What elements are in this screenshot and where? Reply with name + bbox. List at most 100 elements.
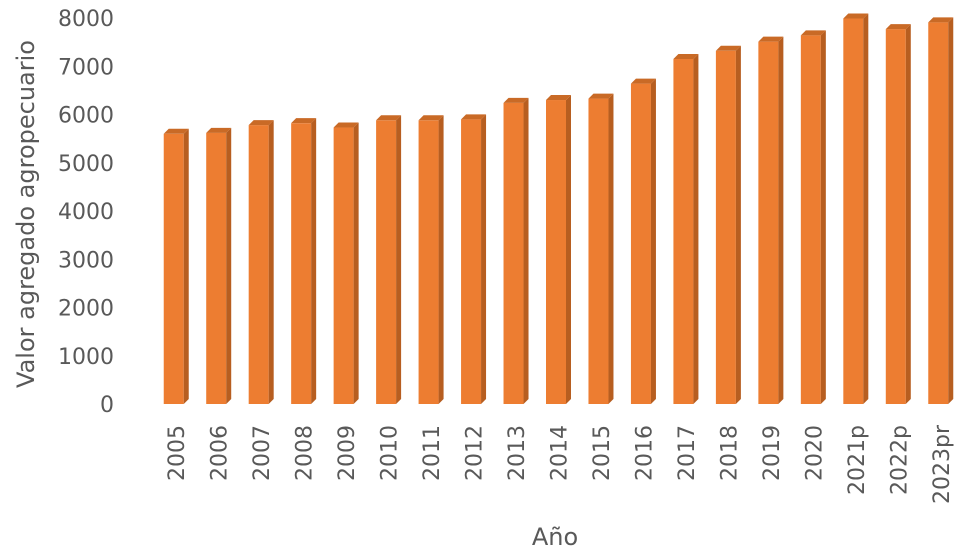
bar-top: [206, 127, 232, 133]
bar-front: [715, 50, 736, 405]
bar-side: [311, 118, 317, 404]
y-tick-label: 5000: [58, 152, 114, 177]
bar-top: [800, 30, 826, 36]
y-tick-label: 1000: [58, 345, 114, 370]
x-tick-label: 2020: [802, 425, 827, 481]
x-tick-label: 2022p: [887, 425, 912, 495]
bar: [928, 17, 954, 405]
bar: [163, 128, 189, 405]
bar: [503, 97, 529, 405]
bar: [800, 30, 826, 405]
bar-front: [291, 123, 312, 404]
y-tick-label: 6000: [58, 104, 114, 129]
bar-top: [248, 120, 274, 126]
x-tick-label: 2010: [378, 425, 403, 481]
bar-front: [248, 125, 269, 405]
bar-front: [758, 41, 779, 405]
bar-side: [353, 122, 359, 404]
bar-top: [461, 114, 487, 120]
bar-side: [693, 54, 699, 404]
x-tick-label: 2014: [548, 425, 573, 481]
y-tick-label: 4000: [58, 200, 114, 225]
x-axis-title: Año: [532, 523, 578, 550]
y-axis-ticks: 0 1000 2000 3000 4000 5000 6000 7000 8000: [58, 7, 114, 418]
bar-top: [715, 45, 741, 51]
bar-top: [333, 122, 359, 128]
bar-side: [948, 17, 954, 405]
bar-top: [418, 115, 444, 121]
x-tick-label: 2015: [590, 425, 615, 481]
bar: [248, 120, 274, 405]
y-tick-label: 2000: [58, 297, 114, 322]
bar-top: [163, 128, 189, 134]
bar: [673, 54, 699, 404]
bar-top: [843, 13, 869, 19]
bar-top: [630, 78, 656, 84]
bar: [885, 24, 911, 404]
bar-top: [546, 95, 571, 101]
x-tick-label: 2013: [505, 425, 530, 481]
x-tick-label: 2009: [335, 425, 360, 481]
x-tick-label: 2007: [250, 425, 275, 481]
y-tick-label: 3000: [58, 248, 114, 273]
bar-side: [523, 97, 529, 405]
bar-front: [928, 22, 949, 405]
bar: [291, 118, 317, 404]
bar-top: [376, 115, 402, 121]
bars: [163, 13, 954, 405]
x-tick-label: 2008: [293, 425, 318, 481]
bar-top: [588, 93, 614, 99]
bar: [333, 122, 359, 404]
y-tick-label: 0: [100, 393, 114, 418]
x-tick-label: 2016: [632, 425, 657, 481]
bar-front: [885, 29, 906, 404]
x-tick-label: 2006: [208, 425, 233, 481]
bar-front: [630, 83, 651, 405]
x-tick-label: 2023pr: [930, 424, 955, 504]
bar-front: [546, 100, 566, 405]
bar: [418, 115, 444, 404]
bar: [758, 36, 784, 405]
bar-front: [503, 102, 524, 405]
x-tick-label: 2005: [165, 425, 190, 481]
bar-side: [650, 78, 656, 405]
bar: [715, 45, 741, 405]
bar-front: [673, 59, 694, 404]
bar-side: [608, 93, 614, 404]
bar-side: [863, 13, 869, 404]
bar-front: [376, 120, 397, 404]
bar: [206, 127, 232, 405]
bar-front: [206, 132, 227, 404]
bar-front: [461, 119, 482, 404]
bar-front: [843, 18, 864, 404]
bar: [461, 114, 487, 404]
bar-front: [800, 35, 821, 405]
bar-front: [418, 120, 439, 404]
bar-side: [820, 30, 826, 405]
bar-side: [566, 95, 571, 405]
y-tick-label: 8000: [58, 7, 114, 32]
bar-top: [673, 54, 699, 60]
x-tick-label: 2021p: [845, 425, 870, 495]
bar: [588, 93, 614, 404]
bar-top: [291, 118, 317, 124]
bar: [546, 95, 571, 405]
bar-side: [481, 114, 487, 404]
bar-top: [928, 17, 954, 23]
bar-front: [163, 133, 184, 405]
x-tick-label: 2019: [760, 425, 785, 481]
x-axis-ticks: 2005 2006 2007 2008 2009 2010 2011 2012 2013 2014…: [165, 424, 955, 504]
bar: [843, 13, 869, 404]
bar-side: [778, 36, 784, 404]
bar-side: [183, 128, 189, 405]
bar-side: [268, 120, 274, 405]
bar-top: [503, 97, 529, 103]
bar-front: [333, 127, 354, 404]
x-tick-label: 2017: [675, 425, 700, 481]
bar: [630, 78, 656, 405]
x-tick-label: 2018: [717, 425, 742, 481]
bar-side: [735, 45, 741, 405]
bar-top: [885, 24, 911, 30]
